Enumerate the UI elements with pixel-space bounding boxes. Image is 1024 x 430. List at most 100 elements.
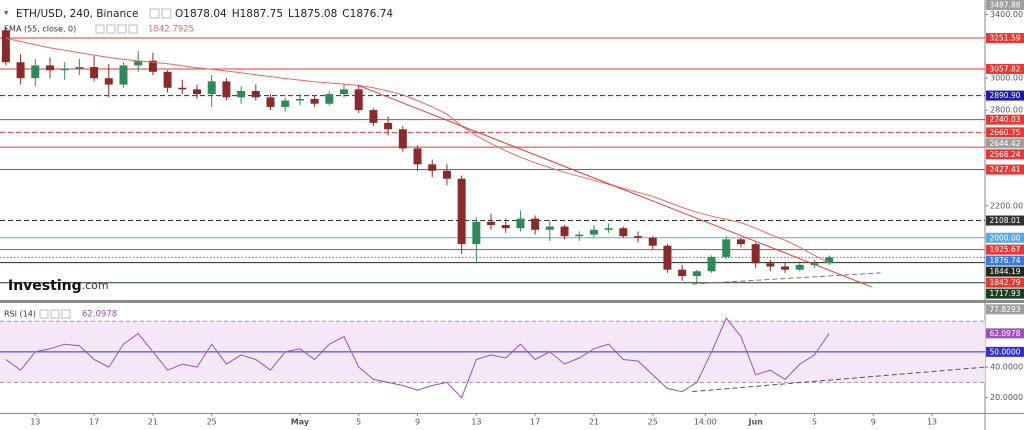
level-box bbox=[986, 288, 1024, 299]
candle-body bbox=[354, 89, 363, 111]
x-tick-label: Jun bbox=[747, 418, 763, 427]
candle-body bbox=[795, 264, 804, 270]
candle-body bbox=[310, 98, 319, 104]
candle-body bbox=[531, 218, 540, 230]
ohlc-value: 1878.04 bbox=[183, 8, 227, 20]
header-icon: ▾ bbox=[4, 9, 9, 19]
ohlc-key: C bbox=[342, 8, 349, 20]
candle-body bbox=[413, 148, 422, 165]
level-label: 2568.24 bbox=[989, 150, 1020, 159]
candle-body bbox=[148, 60, 157, 72]
candle-body bbox=[369, 110, 378, 123]
candle-body bbox=[398, 129, 407, 149]
candle-body bbox=[384, 122, 393, 130]
level-label: 62.0978 bbox=[989, 329, 1020, 338]
candle-body bbox=[604, 228, 613, 230]
y-tick-label: 40.0000 bbox=[990, 363, 1023, 372]
level-label: 2427.41 bbox=[989, 165, 1020, 174]
y-tick-label: 3400.00 bbox=[990, 10, 1023, 19]
button[interactable] bbox=[39, 309, 49, 319]
level-box bbox=[986, 0, 1024, 10]
level-label: 1876.74 bbox=[989, 256, 1020, 265]
candle-body bbox=[222, 81, 231, 98]
x-tick-label: 5 bbox=[812, 418, 817, 427]
level-box bbox=[986, 114, 1024, 125]
candle-body bbox=[428, 164, 437, 171]
trendline bbox=[692, 366, 985, 393]
candle-body bbox=[266, 97, 275, 107]
panel-separator bbox=[0, 300, 1024, 303]
level-box bbox=[986, 346, 1024, 357]
candle-body bbox=[501, 225, 510, 229]
candle-body bbox=[134, 60, 143, 66]
candle-body bbox=[45, 65, 54, 71]
x-tick-label: 25 bbox=[648, 418, 658, 427]
x-tick-label: 25 bbox=[207, 418, 217, 427]
candle-body bbox=[1, 30, 10, 63]
level-box bbox=[986, 33, 1024, 44]
button[interactable] bbox=[61, 309, 71, 319]
candle-body bbox=[104, 78, 113, 85]
candle-body bbox=[516, 218, 525, 229]
ohlc-key: H bbox=[232, 8, 240, 20]
candle-body bbox=[751, 244, 760, 264]
button[interactable] bbox=[117, 24, 127, 34]
candle-body bbox=[634, 236, 643, 238]
level-box bbox=[986, 149, 1024, 160]
candle-body bbox=[325, 94, 334, 104]
ohlc-value: 1875.08 bbox=[294, 8, 337, 20]
candle-body bbox=[251, 90, 260, 98]
x-tick-label: 14:00 bbox=[694, 418, 717, 427]
level-label: 3251.59 bbox=[989, 34, 1020, 43]
x-tick-label: 13 bbox=[30, 418, 40, 427]
candle-body bbox=[692, 271, 701, 277]
x-tick-label: 17 bbox=[530, 418, 540, 427]
rsi-line bbox=[5, 317, 830, 399]
ohlc-key: L bbox=[288, 8, 294, 20]
price-panel bbox=[0, 27, 985, 288]
level-label: 2000.00 bbox=[989, 233, 1020, 242]
level-label: 2108.01 bbox=[989, 216, 1020, 225]
y-tick-label: 2800.00 bbox=[990, 106, 1023, 115]
header-buttons[interactable] bbox=[149, 8, 172, 19]
button[interactable] bbox=[161, 8, 172, 19]
level-box bbox=[986, 266, 1024, 277]
button[interactable] bbox=[149, 8, 160, 19]
candle-body bbox=[207, 81, 216, 95]
x-tick-label: 21 bbox=[148, 418, 158, 427]
button[interactable] bbox=[50, 309, 60, 319]
ema-name: EMA (55, close, 0) bbox=[4, 25, 76, 34]
x-tick-label: May bbox=[291, 418, 310, 427]
level-box bbox=[986, 164, 1024, 175]
candle-body bbox=[163, 71, 172, 88]
x-tick-label: 9 bbox=[871, 418, 876, 427]
symbol: ETH/USD, 240, Binance bbox=[16, 8, 138, 20]
rsi-buttons[interactable] bbox=[39, 309, 71, 319]
candle-body bbox=[589, 229, 598, 235]
button[interactable] bbox=[106, 24, 116, 34]
x-tick-label: 9 bbox=[415, 418, 420, 427]
candle-body bbox=[295, 98, 304, 101]
candle-body bbox=[75, 67, 84, 69]
level-box bbox=[986, 244, 1024, 255]
candle-body bbox=[766, 263, 775, 267]
level-label: 3057.82 bbox=[989, 64, 1020, 73]
level-box bbox=[986, 304, 1024, 315]
logo-brand: Investing bbox=[8, 278, 82, 294]
candle-body bbox=[472, 221, 481, 245]
level-box bbox=[986, 277, 1024, 288]
level-box bbox=[986, 90, 1024, 101]
button[interactable] bbox=[128, 24, 138, 34]
level-label: 1842.79 bbox=[989, 278, 1020, 287]
y-tick-label: 3000.00 bbox=[990, 74, 1023, 83]
level-label: 2740.03 bbox=[989, 115, 1020, 124]
button[interactable] bbox=[95, 24, 105, 34]
candle-body bbox=[648, 237, 657, 246]
ema-buttons[interactable] bbox=[95, 24, 138, 34]
logo: Investing.com bbox=[8, 278, 109, 294]
x-tick-label: 17 bbox=[89, 418, 99, 427]
level-box bbox=[986, 63, 1024, 74]
candle-body bbox=[178, 87, 187, 90]
